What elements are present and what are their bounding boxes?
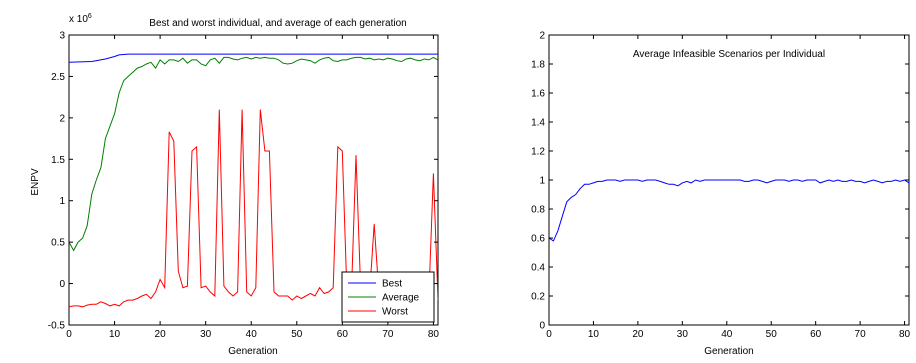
worst-series-line xyxy=(69,109,438,308)
infeasible-chart-title: Average Infeasible Scenarios per Individ… xyxy=(633,49,825,60)
infeasible-x-tick-label: 80 xyxy=(899,329,911,340)
infeasible-y-tick-label: 1.8 xyxy=(531,60,545,71)
infeasible-y-tick-label: 1.4 xyxy=(531,118,545,129)
enpv-y-exponent: x 106 xyxy=(69,13,92,25)
enpv-x-tick-label: 70 xyxy=(382,329,394,340)
infeasible-x-tick-label: 10 xyxy=(588,329,600,340)
infeasible-x-tick-label: 40 xyxy=(721,329,733,340)
enpv-chart-title: Best and worst individual, and average o… xyxy=(149,18,406,29)
enpv-y-tick-label: -0.5 xyxy=(48,321,66,332)
infeasible-series-line xyxy=(549,179,909,242)
infeasible-y-tick-label: 0.2 xyxy=(531,292,545,303)
infeasible-x-tick-label: 20 xyxy=(632,329,644,340)
infeasible-y-tick-label: 1 xyxy=(539,176,545,187)
infeasible-y-tick-label: 0 xyxy=(539,321,545,332)
legend-label-worst: Worst xyxy=(382,307,408,318)
legend-label-average: Average xyxy=(382,293,420,304)
enpv-chart: 0 10 20 30 40 50 60 70 80 -0.500.511.522.53 Best… xyxy=(30,13,439,357)
enpv-y-tick-label: 0 xyxy=(59,279,65,290)
infeasible-y-tick-label: 0.8 xyxy=(531,205,545,216)
infeasible-y-tick-label: 0.6 xyxy=(531,234,545,245)
enpv-y-tick-label: 3 xyxy=(59,31,65,42)
enpv-x-tick-label: 30 xyxy=(200,329,212,340)
enpv-y-axis-label: ENPV xyxy=(30,168,41,196)
enpv-x-axis-label: Generation xyxy=(228,346,277,357)
enpv-x-tick-label: 60 xyxy=(337,329,349,340)
infeasible-chart: 0 10 20 30 40 50 60 70 80 0 0.2 0.4 0.6 0.8 1 1.2 1.4 1.… xyxy=(531,31,910,358)
infeasible-x-tick-label: 60 xyxy=(810,329,822,340)
best-series-line xyxy=(69,53,438,63)
enpv-x-tick-label: 20 xyxy=(155,329,167,340)
enpv-x-tick-label: 40 xyxy=(246,329,258,340)
infeasible-y-tick-label: 1.2 xyxy=(531,147,545,158)
enpv-x-tick-label: 80 xyxy=(428,329,440,340)
legend-label-best: Best xyxy=(382,279,402,290)
enpv-x-tick-label: 50 xyxy=(291,329,303,340)
legend: Best Average Worst xyxy=(341,271,435,323)
infeasible-x-tick-label: 0 xyxy=(546,329,552,340)
enpv-x-tick-label: 0 xyxy=(66,329,72,340)
infeasible-y-tick-label: 1.6 xyxy=(531,89,545,100)
enpv-x-tick-label: 10 xyxy=(109,329,121,340)
infeasible-y-tick-label: 0.4 xyxy=(531,263,545,274)
infeasible-y-tick-label: 2 xyxy=(539,31,545,42)
infeasible-x-tick-label: 30 xyxy=(677,329,689,340)
enpv-y-tick-label: 0.5 xyxy=(51,238,65,249)
infeasible-x-axis-label: Generation xyxy=(704,346,753,357)
average-series-line xyxy=(69,56,438,252)
enpv-y-tick-label: 2 xyxy=(59,113,65,124)
enpv-y-tick-label: 1.5 xyxy=(51,155,65,166)
enpv-y-tick-label: 1 xyxy=(59,196,65,207)
enpv-y-tick-label: 2.5 xyxy=(51,72,65,83)
infeasible-x-tick-label: 50 xyxy=(766,329,778,340)
infeasible-x-tick-label: 70 xyxy=(855,329,867,340)
